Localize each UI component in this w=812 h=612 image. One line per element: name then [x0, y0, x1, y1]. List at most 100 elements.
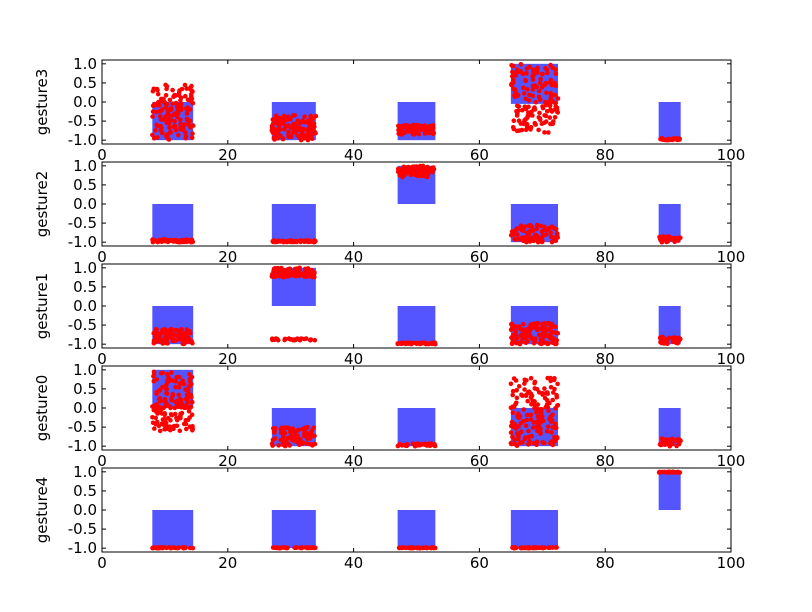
data-point [535, 428, 540, 434]
points-gesture4-0 [150, 545, 196, 551]
data-point [150, 404, 155, 409]
data-point [296, 436, 302, 442]
data-point [530, 113, 535, 118]
data-point [512, 236, 517, 242]
points-gesture2-0 [150, 237, 196, 245]
data-point [159, 239, 164, 244]
data-point [186, 121, 191, 127]
data-point [310, 131, 316, 136]
data-point [168, 129, 173, 135]
data-point [510, 392, 515, 398]
data-point [183, 93, 188, 99]
data-point [523, 435, 528, 440]
data-point [312, 433, 317, 439]
data-point [527, 545, 532, 551]
data-point [542, 224, 547, 230]
data-point [285, 545, 290, 551]
data-point [540, 324, 545, 330]
data-point [514, 443, 520, 449]
data-point [542, 113, 547, 118]
y-axis-label: gesture4 [33, 477, 51, 544]
data-point [518, 429, 524, 435]
data-point [177, 428, 183, 434]
data-point [528, 395, 534, 400]
data-point [536, 88, 542, 94]
data-point [270, 238, 276, 244]
data-point [510, 388, 516, 394]
data-point [511, 376, 517, 381]
data-point [510, 73, 515, 79]
data-point [671, 469, 676, 475]
data-point [657, 469, 662, 475]
data-point [397, 126, 403, 132]
x-tick-label: 80 [596, 350, 615, 368]
data-point [290, 123, 296, 128]
data-point [530, 87, 536, 92]
x-tick-label: 20 [218, 146, 237, 164]
data-point [534, 226, 539, 232]
data-point [184, 116, 190, 122]
data-point [305, 424, 310, 430]
y-tick-label: 0.5 [73, 482, 97, 500]
data-point [181, 545, 186, 551]
points-gesture0-1 [269, 424, 318, 449]
data-point [516, 436, 521, 442]
data-point [548, 90, 553, 96]
data-point [432, 443, 438, 449]
data-point [170, 101, 175, 106]
points-gesture3-3 [509, 62, 561, 135]
data-point [552, 434, 557, 440]
y-axis-label: gesture1 [33, 273, 51, 340]
data-point [302, 431, 307, 436]
data-point [164, 238, 169, 243]
data-point [282, 119, 287, 124]
panel-gesture3: -1.0-0.50.00.51.0 0 20 40 60 80 100 gesture3 [33, 55, 745, 164]
data-point [164, 371, 170, 377]
data-point [399, 443, 405, 448]
data-point [524, 239, 529, 245]
data-point [538, 431, 543, 436]
y-tick-label: 0.0 [73, 399, 97, 417]
data-point [542, 321, 547, 326]
data-point [189, 88, 194, 93]
points-gesture4-1 [270, 545, 318, 551]
data-point [520, 336, 525, 341]
data-point [160, 130, 165, 136]
bar-gesture0-2 [397, 408, 436, 447]
data-point [154, 332, 160, 338]
data-point [537, 80, 543, 86]
data-point [399, 341, 405, 347]
data-point [188, 381, 194, 387]
y-tick-label: 1.0 [73, 259, 97, 277]
data-point [295, 118, 301, 124]
x-tick-label: 0 [97, 350, 107, 368]
data-point [666, 469, 672, 475]
data-point [520, 393, 525, 399]
data-point [516, 384, 522, 389]
data-point [158, 545, 163, 550]
bar-gesture1-4 [658, 306, 681, 345]
data-point [276, 118, 281, 123]
data-point [163, 382, 169, 388]
data-point [508, 440, 514, 446]
data-point [536, 423, 542, 429]
data-point [529, 336, 535, 341]
panel-gesture4: -1.0-0.50.00.51.0 0 20 40 60 80 100 gesture4 [33, 463, 745, 572]
data-point [552, 386, 557, 392]
data-point [518, 62, 524, 67]
data-point [511, 77, 516, 83]
y-tick-label: 0.0 [73, 93, 97, 111]
data-point [522, 377, 528, 383]
points-gesture0-3 [508, 375, 561, 449]
data-point [549, 234, 554, 240]
x-tick-label: 80 [596, 146, 615, 164]
data-point [526, 98, 532, 103]
x-tick-label: 20 [218, 452, 237, 470]
data-point [513, 227, 518, 233]
data-point [411, 545, 416, 551]
x-tick-label: 40 [344, 554, 363, 572]
data-point [395, 341, 401, 346]
data-point [290, 426, 296, 432]
data-point [289, 134, 294, 139]
data-point [675, 470, 681, 475]
